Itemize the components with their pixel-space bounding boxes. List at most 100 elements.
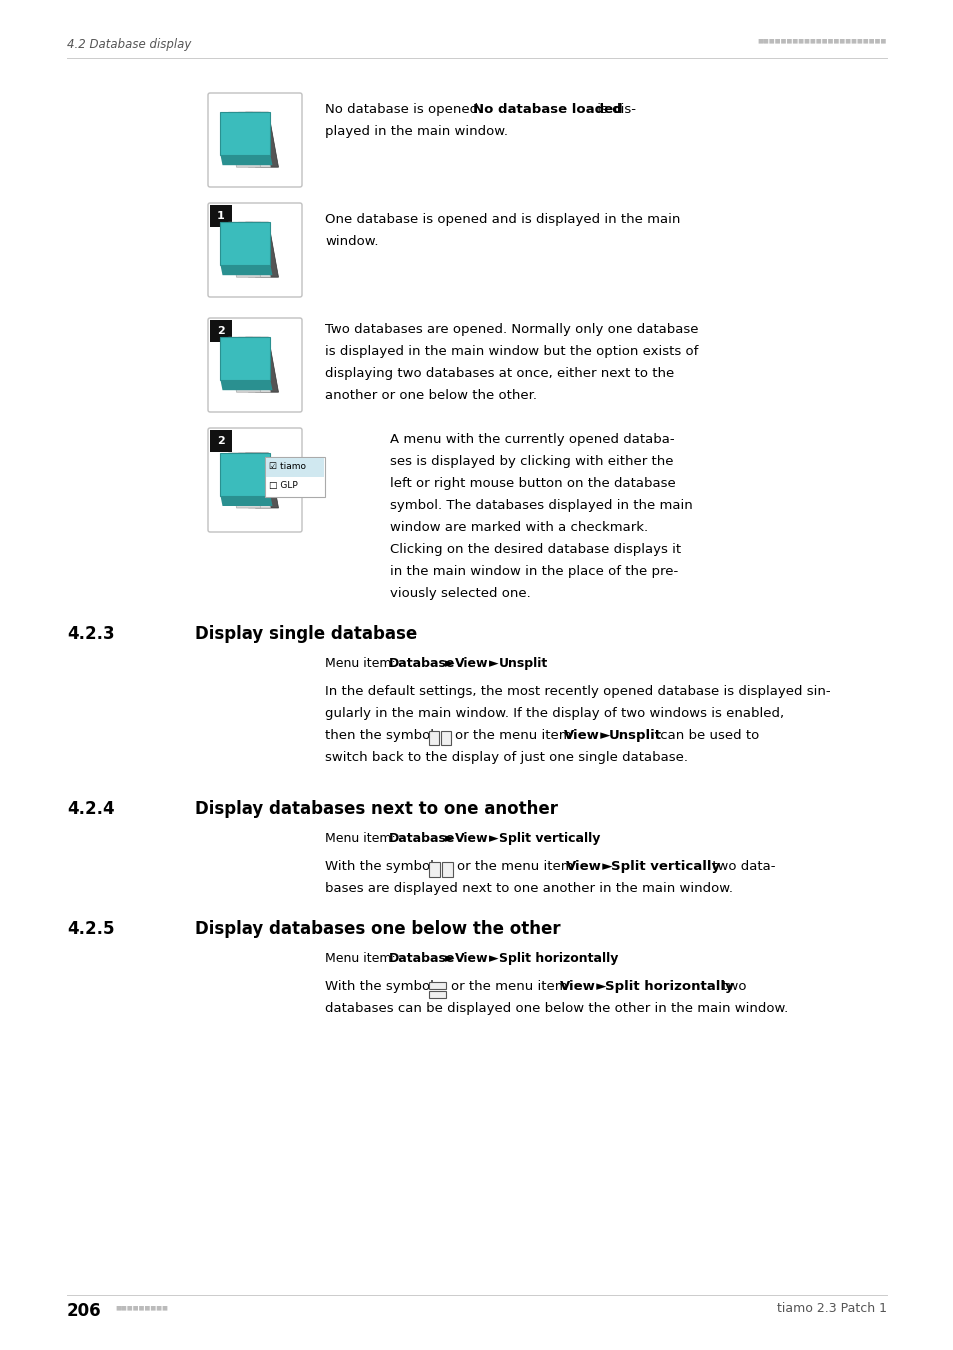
Text: displaying two databases at once, either next to the: displaying two databases at once, either… (325, 367, 674, 379)
Text: tiamo 2.3 Patch 1: tiamo 2.3 Patch 1 (776, 1301, 886, 1315)
FancyBboxPatch shape (208, 93, 302, 188)
Text: ►: ► (440, 952, 458, 965)
Text: or the menu item: or the menu item (455, 729, 576, 742)
Polygon shape (220, 495, 273, 506)
Text: or the menu item: or the menu item (456, 860, 578, 873)
Polygon shape (229, 223, 260, 277)
Text: No database is opened.: No database is opened. (325, 103, 486, 116)
Text: 2: 2 (217, 436, 225, 446)
FancyBboxPatch shape (266, 458, 324, 477)
Text: Two databases are opened. Normally only one database: Two databases are opened. Normally only … (325, 323, 698, 336)
Text: 1: 1 (217, 211, 225, 221)
Text: ►: ► (598, 860, 616, 873)
FancyBboxPatch shape (208, 428, 302, 532)
Text: ►: ► (596, 729, 614, 742)
Polygon shape (245, 112, 278, 167)
Text: One database is opened and is displayed in the main: One database is opened and is displayed … (325, 213, 679, 225)
Text: ►: ► (440, 832, 458, 845)
Polygon shape (220, 265, 273, 275)
Text: ■■■■■■■■■: ■■■■■■■■■ (115, 1305, 168, 1310)
Text: Menu item:: Menu item: (325, 657, 399, 670)
Polygon shape (238, 223, 271, 277)
Text: ►: ► (484, 952, 502, 965)
Text: A menu with the currently opened databa-: A menu with the currently opened databa- (390, 433, 674, 446)
Text: 4.2.5: 4.2.5 (67, 919, 114, 938)
FancyBboxPatch shape (429, 863, 439, 878)
Text: gularly in the main window. If the display of two windows is enabled,: gularly in the main window. If the displ… (325, 707, 783, 720)
Polygon shape (220, 381, 273, 390)
FancyBboxPatch shape (440, 730, 451, 745)
Polygon shape (229, 112, 260, 167)
Text: another or one below the other.: another or one below the other. (325, 389, 537, 402)
FancyBboxPatch shape (429, 981, 446, 990)
Text: Display databases next to one another: Display databases next to one another (194, 801, 558, 818)
Text: switch back to the display of just one single database.: switch back to the display of just one s… (325, 751, 687, 764)
Text: ►: ► (592, 980, 610, 994)
Text: No database loaded: No database loaded (473, 103, 622, 116)
Text: Split vertically: Split vertically (610, 860, 720, 873)
Text: window are marked with a checkmark.: window are marked with a checkmark. (390, 521, 647, 535)
FancyBboxPatch shape (429, 991, 446, 998)
Text: ►: ► (484, 657, 502, 670)
FancyBboxPatch shape (265, 458, 325, 497)
Text: then the symbol: then the symbol (325, 729, 434, 742)
FancyBboxPatch shape (210, 205, 232, 227)
Text: in the main window in the place of the pre-: in the main window in the place of the p… (390, 566, 678, 578)
Polygon shape (220, 112, 271, 155)
Text: 4.2.4: 4.2.4 (67, 801, 114, 818)
Text: Unsplit: Unsplit (608, 729, 661, 742)
Text: window.: window. (325, 235, 378, 248)
Text: View: View (455, 952, 488, 965)
Text: ses is displayed by clicking with either the: ses is displayed by clicking with either… (390, 455, 673, 468)
Text: two: two (718, 980, 745, 994)
Text: can be used to: can be used to (656, 729, 759, 742)
Text: symbol. The databases displayed in the main: symbol. The databases displayed in the m… (390, 500, 692, 512)
Text: Split horizontally: Split horizontally (604, 980, 733, 994)
Text: View: View (559, 980, 596, 994)
Text: ►: ► (484, 832, 502, 845)
Polygon shape (220, 223, 271, 265)
Text: □ GLP: □ GLP (269, 481, 297, 490)
Text: In the default settings, the most recently opened database is displayed sin-: In the default settings, the most recent… (325, 684, 830, 698)
Text: Clicking on the desired database displays it: Clicking on the desired database display… (390, 543, 680, 556)
Text: ☑ tiamo: ☑ tiamo (269, 462, 306, 471)
Text: is displayed in the main window but the option exists of: is displayed in the main window but the … (325, 346, 698, 358)
Text: Database: Database (389, 952, 455, 965)
Polygon shape (229, 338, 260, 393)
Polygon shape (245, 338, 278, 393)
Text: View: View (455, 657, 488, 670)
Text: two data-: two data- (707, 860, 775, 873)
Text: or the menu item: or the menu item (451, 980, 571, 994)
Text: viously selected one.: viously selected one. (390, 587, 530, 599)
Text: 4.2 Database display: 4.2 Database display (67, 38, 192, 51)
Text: Display databases one below the other: Display databases one below the other (194, 919, 560, 938)
FancyBboxPatch shape (429, 730, 438, 745)
Text: View: View (455, 832, 488, 845)
Text: Menu item:: Menu item: (325, 952, 399, 965)
Polygon shape (229, 454, 260, 508)
Text: Split vertically: Split vertically (498, 832, 599, 845)
Text: Database: Database (389, 832, 455, 845)
Polygon shape (245, 223, 278, 277)
Text: bases are displayed next to one another in the main window.: bases are displayed next to one another … (325, 882, 732, 895)
Text: Database: Database (389, 657, 455, 670)
FancyBboxPatch shape (208, 319, 302, 412)
Text: 4.2.3: 4.2.3 (67, 625, 114, 643)
Text: 2: 2 (217, 325, 225, 336)
Polygon shape (238, 338, 271, 393)
Text: View: View (563, 729, 599, 742)
Polygon shape (238, 454, 271, 508)
FancyBboxPatch shape (210, 431, 232, 452)
Text: ►: ► (440, 657, 458, 670)
Text: Unsplit: Unsplit (498, 657, 548, 670)
Text: played in the main window.: played in the main window. (325, 126, 507, 138)
Text: With the symbol: With the symbol (325, 980, 434, 994)
Polygon shape (220, 338, 271, 381)
Text: View: View (565, 860, 601, 873)
Polygon shape (238, 112, 271, 167)
Text: Display single database: Display single database (194, 625, 416, 643)
Polygon shape (220, 454, 271, 495)
Polygon shape (220, 155, 273, 165)
Text: With the symbol: With the symbol (325, 860, 434, 873)
FancyBboxPatch shape (210, 320, 232, 342)
